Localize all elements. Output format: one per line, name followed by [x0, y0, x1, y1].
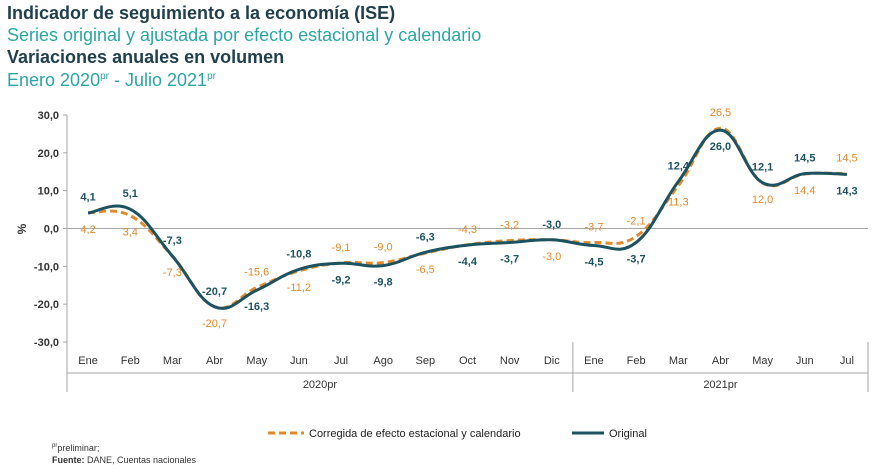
chart-data-labels: 4,1 4,2 5,1 3,4 -7,3 -7,3 -20,7 -20,7 -16,3 -15,6…	[80, 107, 857, 330]
data-label-adjusted: -4,3	[458, 224, 477, 236]
data-label-adjusted: -3,7	[584, 221, 603, 233]
data-label-adjusted: 14,5	[836, 153, 857, 165]
data-label-adjusted: -9,1	[332, 242, 351, 254]
source-label: Fuente:	[52, 455, 85, 465]
data-label-original: -16,3	[244, 301, 269, 313]
footnote-sup: pr	[52, 443, 58, 449]
x-tick-label: Jul	[334, 355, 348, 367]
year-group-label: 2021pr	[703, 379, 738, 391]
data-label-adjusted: 11,3	[668, 197, 689, 209]
data-label-adjusted: 12,0	[752, 194, 773, 206]
y-tick-label: -20,0	[34, 299, 59, 311]
data-label-adjusted: -6,5	[416, 264, 435, 276]
chart-period: Enero 2020pr - Julio 2021pr	[7, 70, 216, 91]
y-tick-label: -10,0	[34, 261, 59, 273]
x-tick-label: Mar	[163, 355, 182, 367]
footnote-text: preliminar;	[57, 443, 100, 453]
legend-label-adjusted: Corregida de efecto estacional y calenda…	[309, 428, 521, 440]
data-label-adjusted: -3,2	[500, 220, 519, 232]
x-tick-label: Ene	[584, 355, 604, 367]
x-tick-label: Jun	[796, 355, 814, 367]
x-tick-label: Sep	[416, 355, 436, 367]
data-label-adjusted: -11,2	[287, 282, 311, 294]
source-text: DANE, Cuentas nacionales	[84, 455, 197, 465]
period-start: Enero 2020	[7, 70, 101, 90]
data-label-adjusted: -20,7	[202, 318, 227, 330]
x-tick-label: Mar	[669, 355, 688, 367]
period-start-sup: pr	[100, 71, 109, 82]
x-tick-label: Ene	[78, 355, 98, 367]
data-label-adjusted: -2,1	[627, 215, 646, 227]
y-tick-label: -30,0	[34, 337, 59, 349]
x-tick-label: Abr	[206, 355, 223, 367]
x-tick-label: Nov	[500, 355, 520, 367]
x-tick-label: May	[246, 355, 267, 367]
data-label-original: -20,7	[202, 286, 227, 298]
data-label-adjusted: 4,2	[80, 224, 95, 236]
chart-title: Indicador de seguimiento a la economía (…	[7, 3, 396, 23]
data-label-original: 12,1	[752, 162, 773, 174]
y-axis-title: %	[15, 223, 29, 234]
data-label-adjusted: 26,5	[710, 107, 731, 119]
data-label-original: -10,8	[286, 248, 311, 260]
data-label-adjusted: -15,6	[244, 267, 269, 279]
chart-series	[87, 126, 847, 310]
y-tick-label: 10,0	[38, 186, 59, 198]
series-line-adjusted	[87, 126, 847, 310]
footnote-preliminary: prpreliminar;	[52, 443, 99, 453]
data-label-adjusted: 3,4	[123, 227, 138, 239]
data-label-adjusted: -7,3	[163, 267, 182, 279]
data-label-original: 26,0	[710, 141, 731, 153]
x-tick-label: Abr	[712, 355, 729, 367]
year-group-label: 2020pr	[303, 379, 338, 391]
data-label-original: -6,3	[416, 231, 435, 243]
chart-legend: Corregida de efecto estacional y calenda…	[268, 428, 647, 440]
data-label-adjusted: -9,0	[374, 242, 393, 254]
period-end-sup: pr	[207, 71, 216, 82]
period-separator: -	[108, 70, 125, 90]
footnote-source: Fuente: DANE, Cuentas nacionales	[52, 455, 196, 465]
data-label-original: 12,4	[668, 161, 690, 173]
data-label-original: 4,1	[80, 192, 95, 204]
chart-subtitle: Series original y ajustada por efecto es…	[7, 25, 482, 45]
data-label-original: -9,8	[374, 277, 393, 289]
data-label-original: -3,7	[627, 253, 646, 265]
data-label-original: -3,0	[542, 219, 561, 231]
y-tick-label: 20,0	[38, 148, 59, 160]
y-tick-label: 30,0	[38, 110, 59, 122]
data-label-original: -3,7	[500, 253, 519, 265]
x-tick-label: May	[752, 355, 773, 367]
data-label-adjusted: 14,4	[794, 185, 815, 197]
data-label-original: 14,3	[836, 185, 857, 197]
data-label-original: -4,5	[584, 257, 603, 269]
x-tick-label: Jun	[290, 355, 308, 367]
data-label-original: -4,4	[458, 256, 478, 268]
x-tick-label: Feb	[627, 355, 646, 367]
x-tick-label: Dic	[544, 355, 560, 367]
x-tick-label: Ago	[373, 355, 393, 367]
x-tick-label: Oct	[459, 355, 476, 367]
data-label-original: -7,3	[163, 235, 182, 247]
period-end: Julio 2021	[124, 70, 208, 90]
x-tick-label: Feb	[121, 355, 140, 367]
chart-axes: -30,0 -20,0 -10,0 0,0 10,0 20,0 30,0% Ene Feb Mar…	[15, 110, 869, 392]
chart-subtitle-2: Variaciones anuales en volumen	[7, 47, 285, 67]
data-label-original: 14,5	[794, 153, 815, 165]
data-label-original: -9,2	[332, 274, 351, 286]
series-line-original	[87, 128, 847, 310]
data-label-original: 5,1	[123, 188, 138, 200]
legend-label-original: Original	[609, 428, 647, 440]
data-label-adjusted: -3,0	[542, 251, 561, 263]
x-tick-label: Jul	[840, 355, 854, 367]
y-tick-label: 0,0	[44, 224, 59, 236]
